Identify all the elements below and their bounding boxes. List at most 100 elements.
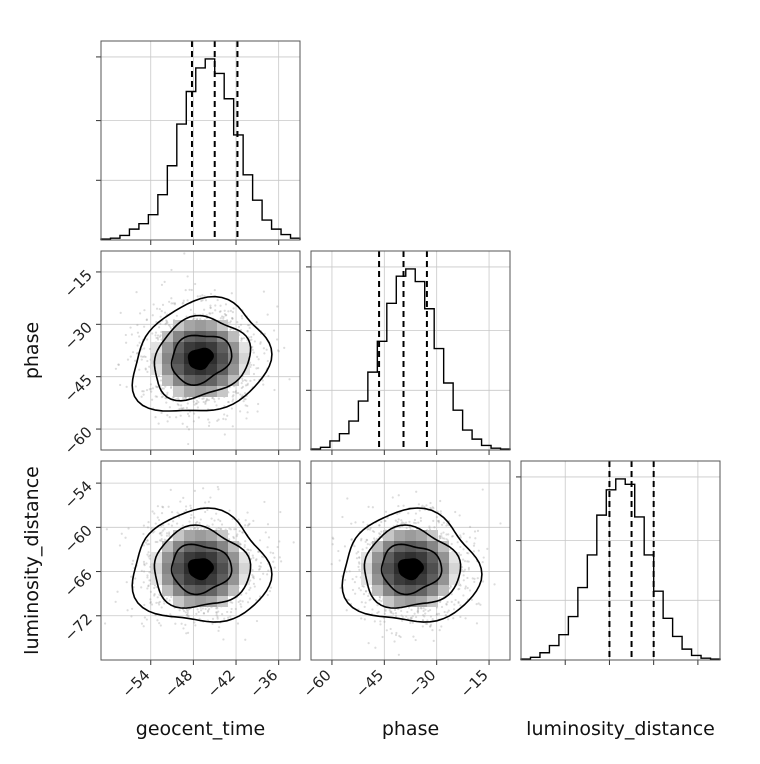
sample-point <box>193 527 196 530</box>
sample-point <box>153 530 156 533</box>
sample-point <box>163 538 166 541</box>
sample-point <box>186 412 190 415</box>
sample-point <box>447 609 450 612</box>
density-cell <box>427 541 438 552</box>
sample-point <box>169 327 173 330</box>
sample-point <box>201 313 204 316</box>
sample-point <box>471 577 474 580</box>
sample-point <box>330 563 333 566</box>
sample-point <box>184 396 187 399</box>
sample-point <box>332 537 335 540</box>
sample-point <box>129 355 132 358</box>
sample-point <box>277 350 280 353</box>
sample-point <box>367 642 370 645</box>
hist-panel-geocent_time-frame <box>100 40 301 241</box>
sample-point <box>462 532 465 535</box>
sample-point <box>156 386 159 389</box>
sample-point <box>243 524 247 527</box>
sample-point <box>463 568 467 571</box>
sample-point <box>211 311 214 315</box>
sample-point <box>251 345 254 349</box>
sample-point <box>213 289 216 292</box>
sample-point <box>167 523 170 526</box>
sample-point <box>204 607 207 611</box>
sample-point <box>186 609 189 613</box>
sample-point <box>350 538 353 541</box>
sample-point <box>156 334 160 337</box>
sample-point <box>258 567 261 570</box>
sample-point <box>252 372 256 376</box>
histogram-phase <box>310 268 511 450</box>
sample-point <box>119 311 122 314</box>
sample-point <box>415 490 418 493</box>
sample-point <box>215 614 218 617</box>
sample-point <box>429 501 432 505</box>
sample-point <box>170 595 173 599</box>
sample-point <box>246 404 249 408</box>
sample-point <box>147 584 150 587</box>
density-cell <box>416 574 427 585</box>
sample-point <box>145 318 148 321</box>
sample-point <box>222 638 225 641</box>
sample-point <box>243 378 246 382</box>
sample-point <box>224 303 228 306</box>
sample-point <box>195 402 198 405</box>
sample-point <box>117 363 120 366</box>
density-cell <box>162 353 173 364</box>
sample-point <box>240 337 243 340</box>
density-cell <box>173 563 184 574</box>
sample-point <box>117 363 120 366</box>
sample-point <box>146 574 149 577</box>
sample-point <box>409 617 412 620</box>
sample-point <box>450 535 454 538</box>
sample-point <box>450 542 453 546</box>
sample-point <box>439 600 442 603</box>
sample-point <box>145 318 148 322</box>
sample-point <box>223 433 226 436</box>
sample-point <box>175 522 179 525</box>
sample-point <box>248 522 251 526</box>
sample-point <box>462 574 465 577</box>
sample-point <box>253 585 256 588</box>
sample-point <box>187 442 190 446</box>
sample-point <box>211 523 214 526</box>
sample-point <box>154 385 158 388</box>
sample-point <box>163 528 166 531</box>
sample-point <box>188 288 191 291</box>
axis-label-x-phase: phase <box>382 718 439 740</box>
sample-point <box>473 530 477 533</box>
sample-point <box>466 576 469 580</box>
sample-point <box>256 355 259 358</box>
sample-point <box>458 587 461 590</box>
sample-point <box>419 516 422 520</box>
density-cell <box>184 375 195 386</box>
sample-point <box>206 399 209 402</box>
sample-point <box>163 602 166 605</box>
sample-point <box>226 610 229 614</box>
sample-point <box>161 303 165 306</box>
sample-point <box>159 315 162 318</box>
contour-0 <box>341 507 483 623</box>
sample-point <box>125 385 128 388</box>
sample-point <box>242 400 245 403</box>
sample-point <box>192 400 195 403</box>
density-cell <box>206 541 217 552</box>
sample-point <box>143 603 146 607</box>
sample-point <box>199 295 202 298</box>
contour-0 <box>131 507 273 623</box>
sample-point <box>200 609 203 612</box>
sample-point <box>187 608 191 611</box>
sample-point <box>130 615 133 618</box>
sample-point <box>156 338 160 341</box>
density-cell <box>217 375 228 386</box>
contour-3 <box>187 347 214 371</box>
sample-point <box>159 532 162 535</box>
sample-point <box>255 619 259 623</box>
sample-point <box>458 514 461 517</box>
density-cell <box>394 585 405 596</box>
tick-label-phase-0: −60 <box>300 666 335 701</box>
sample-point <box>143 355 146 358</box>
sample-point <box>445 533 448 536</box>
sample-point <box>209 306 212 309</box>
sample-point <box>278 540 281 543</box>
